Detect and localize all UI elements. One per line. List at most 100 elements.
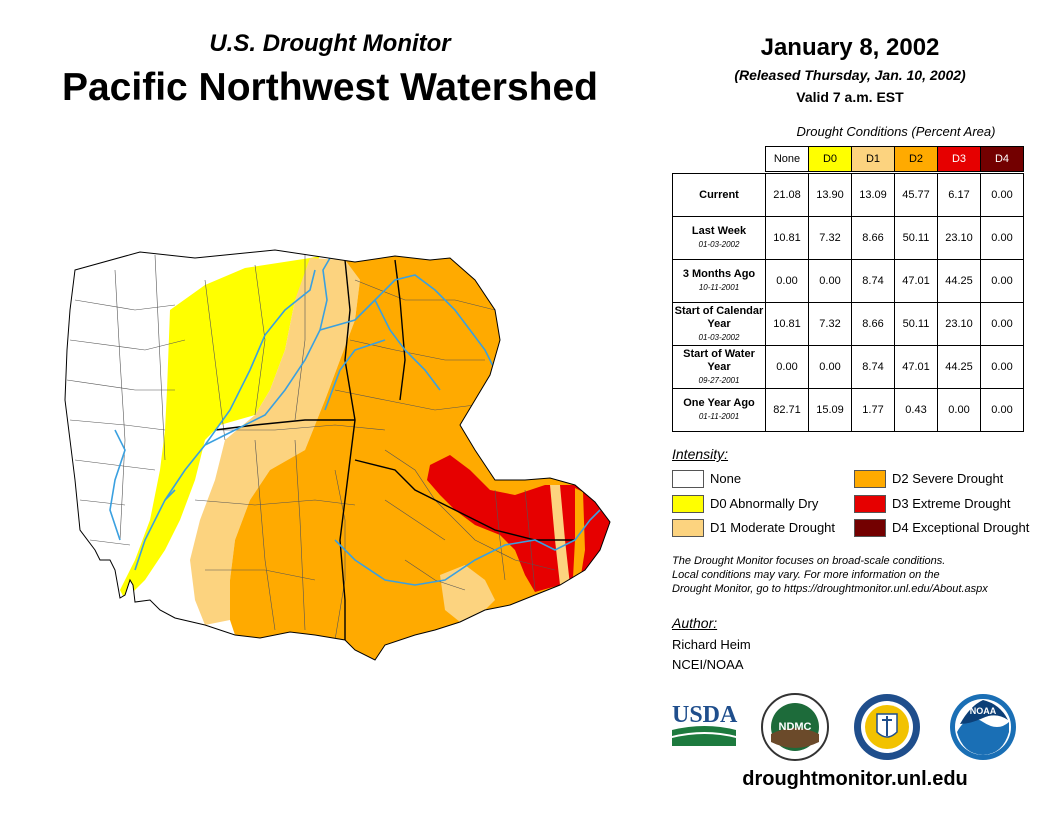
- noaa-logo-text: NOAA: [970, 706, 997, 716]
- cell: 8.66: [851, 216, 895, 260]
- col-d4: D4: [980, 146, 1024, 172]
- cell: 50.11: [894, 216, 938, 260]
- legend-label: D1 Moderate Drought: [710, 520, 836, 535]
- legend-swatch: [854, 495, 886, 513]
- col-d2: D2: [894, 146, 938, 172]
- cell: 15.09: [808, 388, 852, 432]
- basin-boundaries: [66, 254, 556, 641]
- cell: 8.74: [851, 345, 895, 389]
- usda-logo-text: USDA: [672, 702, 738, 728]
- map-date: January 8, 2002: [760, 34, 940, 61]
- col-none: None: [765, 146, 809, 172]
- col-d3: D3: [937, 146, 981, 172]
- row-label: One Year Ago: [683, 397, 755, 409]
- legend-label: D2 Severe Drought: [892, 471, 1004, 486]
- row-date: 09-27-2001: [698, 375, 740, 385]
- drought-stats-table: None D0 D1 D2 D3 D4 Current 21.08 13.90 …: [672, 146, 1024, 432]
- table-row: 3 Months Ago 10-11-2001 0.00 0.00 8.74 47…: [672, 259, 1024, 303]
- note-line[interactable]: Drought Monitor, go to https://droughtmo…: [672, 583, 988, 595]
- author-name: Richard Heim: [672, 637, 751, 652]
- legend-label: D4 Exceptional Drought: [892, 520, 1030, 535]
- table-row: Start of Water Year 09-27-2001 0.00 0.00 …: [672, 345, 1024, 389]
- row-label: Start of Calendar Year: [674, 304, 764, 330]
- cell: 21.08: [765, 173, 809, 217]
- cell: 50.11: [894, 302, 938, 346]
- valid-time: Valid 7 a.m. EST: [796, 89, 904, 105]
- footer-url[interactable]: droughtmonitor.unl.edu: [742, 768, 968, 790]
- cell: 10.81: [765, 216, 809, 260]
- cell: 7.32: [808, 216, 852, 260]
- col-d1: D1: [851, 146, 895, 172]
- cell: 8.74: [851, 259, 895, 303]
- author-org: NCEI/NOAA: [672, 657, 744, 672]
- region-outline: [64, 249, 611, 661]
- note-line: The Drought Monitor focuses on broad-sca…: [672, 555, 946, 567]
- usda-logo: USDA: [672, 702, 738, 746]
- legend-swatch: [672, 519, 704, 537]
- release-date: (Released Thursday, Jan. 10, 2002): [734, 67, 966, 83]
- cell: 0.00: [980, 388, 1024, 432]
- row-label: Last Week: [691, 225, 747, 237]
- ndmc-logo-text: NDMC: [779, 721, 812, 733]
- cell: 10.81: [765, 302, 809, 346]
- map-title: Pacific Northwest Watershed: [61, 66, 599, 109]
- legend-label: D0 Abnormally Dry: [710, 496, 819, 511]
- table-header-row: None D0 D1 D2 D3 D4: [673, 146, 1024, 172]
- col-d0: D0: [808, 146, 852, 172]
- noaa-logo: NOAA: [950, 694, 1016, 760]
- legend-label: D3 Extreme Drought: [892, 496, 1011, 511]
- row-date: 01-11-2001: [698, 412, 740, 421]
- table-row: Current 21.08 13.90 13.09 45.77 6.17 0.0…: [672, 173, 1024, 217]
- cell: 0.00: [937, 388, 981, 432]
- cell: 0.00: [765, 345, 809, 389]
- rivers: [109, 257, 601, 586]
- cell: 0.00: [808, 345, 852, 389]
- table-row: One Year Ago 01-11-2001 82.71 15.09 1.77 …: [672, 388, 1024, 432]
- cell: 82.71: [765, 388, 809, 432]
- legend-swatch: [854, 470, 886, 488]
- legend-title: Intensity:: [672, 446, 729, 462]
- cell: 0.00: [765, 259, 809, 303]
- cell: 0.00: [980, 216, 1024, 260]
- cell: 45.77: [894, 173, 938, 217]
- table-row: Last Week 01-03-2002 10.81 7.32 8.66 50.1…: [672, 216, 1024, 260]
- legend-swatch: [672, 495, 704, 513]
- row-label: Start of Water Year: [683, 347, 755, 373]
- info-note: The Drought Monitor focuses on broad-sca…: [672, 554, 1022, 596]
- cell: 7.32: [808, 302, 852, 346]
- cell: 47.01: [894, 345, 938, 389]
- table-caption: Drought Conditions (Percent Area): [796, 124, 996, 139]
- cell: 23.10: [937, 302, 981, 346]
- note-line: Local conditions may vary. For more info…: [672, 569, 940, 581]
- legend-swatch: [672, 470, 704, 488]
- legend-label: None: [710, 471, 742, 486]
- drought-map: [64, 249, 611, 661]
- row-date: 01-03-2002: [698, 332, 740, 342]
- cell: 6.17: [937, 173, 981, 217]
- drought-categories: [65, 250, 610, 660]
- cell: 0.00: [980, 173, 1024, 217]
- row-label: Current: [699, 188, 739, 201]
- cell: 0.43: [894, 388, 938, 432]
- row-date: 10-11-2001: [698, 283, 740, 292]
- ndmc-logo: NDMC: [761, 693, 829, 761]
- cell: 23.10: [937, 216, 981, 260]
- doc-seal-logo: [854, 694, 920, 760]
- cell: 44.25: [937, 345, 981, 389]
- row-label: 3 Months Ago: [682, 268, 756, 280]
- cell: 8.66: [851, 302, 895, 346]
- cell: 44.25: [937, 259, 981, 303]
- table-row: Start of Calendar Year 01-03-2002 10.81 7…: [672, 302, 1024, 346]
- map-subtitle: U.S. Drought Monitor: [209, 30, 451, 57]
- author-heading: Author:: [672, 615, 718, 631]
- cell: 0.00: [808, 259, 852, 303]
- cell: 47.01: [894, 259, 938, 303]
- cell: 0.00: [980, 259, 1024, 303]
- cell: 13.90: [808, 173, 852, 217]
- cell: 0.00: [980, 302, 1024, 346]
- row-date: 01-03-2002: [698, 240, 740, 249]
- cell: 1.77: [851, 388, 895, 432]
- cell: 0.00: [980, 345, 1024, 389]
- cell: 13.09: [851, 173, 895, 217]
- legend-swatch: [854, 519, 886, 537]
